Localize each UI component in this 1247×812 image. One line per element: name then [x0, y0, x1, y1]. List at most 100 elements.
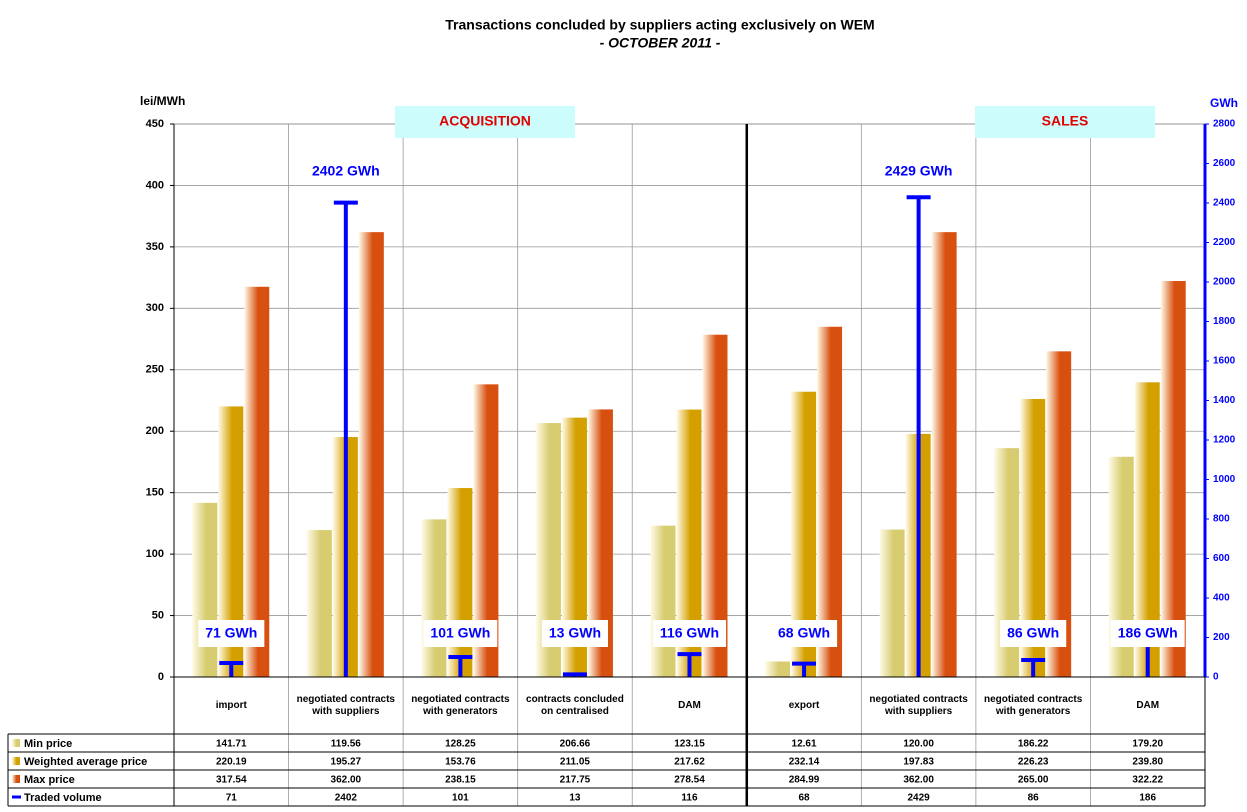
y2-tick-label: 2600	[1213, 158, 1236, 169]
volume-label: 2402 GWh	[312, 163, 380, 179]
legend-label: Min price	[24, 738, 72, 750]
y2-tick-label: 1800	[1213, 316, 1236, 327]
y-tick-label: 150	[146, 487, 164, 499]
table-cell: 265.00	[1018, 775, 1049, 786]
legend-swatch	[12, 739, 20, 747]
volume-marker	[1021, 658, 1046, 677]
table-cell: 186	[1139, 793, 1156, 804]
table-cell: 239.80	[1132, 757, 1163, 768]
y-tick-label: 450	[146, 118, 164, 130]
table-cell: 71	[226, 793, 238, 804]
table-cell: 322.22	[1132, 775, 1163, 786]
volume-label-box	[1110, 620, 1185, 647]
table-cell: 68	[798, 793, 810, 804]
bar	[358, 232, 384, 678]
category-label: export	[788, 699, 820, 711]
legend-label: Traded volume	[24, 792, 102, 804]
y2-tick-label: 1600	[1213, 356, 1236, 367]
chart-subtitle: - OCTOBER 2011 -	[600, 35, 721, 51]
table-cell: 362.00	[903, 775, 934, 786]
legend-label: Max price	[24, 774, 75, 786]
legend-swatch	[12, 795, 21, 799]
volume-marker	[333, 200, 358, 677]
table-cell: 206.66	[560, 739, 591, 750]
table-cell: 101	[452, 793, 469, 804]
table-cell: 211.05	[560, 757, 590, 768]
legend-label: Weighted average price	[24, 756, 147, 768]
category-label: DAM	[678, 699, 701, 711]
y2-tick-label: 1200	[1213, 435, 1236, 446]
y-axis-label: lei/MWh	[140, 94, 185, 108]
table-cell: 317.54	[216, 775, 247, 786]
volume-label: 68 GWh	[778, 625, 830, 641]
table-cell: 220.19	[216, 757, 247, 768]
volume-label-box	[541, 620, 609, 647]
bar	[931, 232, 957, 678]
y2-tick-label: 800	[1213, 514, 1230, 525]
table-cell: 120.00	[903, 739, 934, 750]
y2-tick-label: 1000	[1213, 474, 1236, 485]
category-label: negotiated contracts with suppliers	[869, 693, 968, 717]
volume-marker	[219, 660, 244, 677]
y-tick-label: 50	[152, 609, 164, 621]
volume-label-box	[1000, 620, 1067, 647]
y2-tick-label: 600	[1213, 553, 1230, 564]
volume-marker	[448, 655, 473, 677]
table-cell: 128.25	[445, 739, 476, 750]
volume-label: 101 GWh	[430, 625, 490, 641]
table-cell: 195.27	[331, 757, 362, 768]
table-cell: 278.54	[674, 775, 705, 786]
annotation: SALES	[1042, 113, 1089, 129]
bar	[1160, 281, 1186, 677]
chart-title: Transactions concluded by suppliers acti…	[445, 17, 874, 33]
volume-label-box	[423, 620, 498, 647]
table-cell: 153.76	[445, 757, 476, 768]
y-tick-label: 0	[158, 671, 164, 683]
legend-swatch	[12, 775, 20, 783]
table-cell: 186.22	[1018, 739, 1049, 750]
table-cell: 179.20	[1132, 739, 1163, 750]
y-tick-label: 300	[146, 302, 164, 314]
bar	[306, 530, 332, 677]
category-label: contracts concluded on centralised	[526, 693, 624, 717]
category-label: DAM	[1136, 699, 1160, 711]
volume-label-box	[304, 158, 387, 185]
table-cell: 86	[1028, 793, 1040, 804]
y-tick-label: 200	[146, 425, 164, 437]
table-cell: 2402	[335, 793, 358, 804]
volume-label-box	[877, 158, 960, 185]
table-cell: 141.71	[216, 739, 247, 750]
table-cell: 197.83	[903, 757, 934, 768]
volume-label-box	[652, 620, 727, 647]
table-cell: 362.00	[331, 775, 362, 786]
y-tick-label: 100	[146, 548, 164, 560]
volume-marker	[906, 195, 931, 677]
y2-tick-label: 200	[1213, 632, 1230, 643]
y2-axis-label: GWh	[1210, 96, 1238, 110]
bar	[879, 529, 905, 677]
volume-marker	[792, 661, 817, 677]
table-cell: 238.15	[445, 775, 476, 786]
volume-marker	[677, 652, 702, 677]
volume-label: 71 GWh	[205, 625, 257, 641]
table-cell: 123.15	[674, 739, 705, 750]
annotation: ACQUISITION	[439, 113, 531, 129]
y2-tick-label: 2800	[1213, 119, 1236, 130]
y2-tick-label: 2200	[1213, 237, 1236, 248]
y-tick-label: 400	[146, 179, 164, 191]
category-label: negotiated contracts with generators	[983, 693, 1083, 717]
annotation-box	[975, 106, 1155, 138]
volume-label: 13 GWh	[549, 625, 601, 641]
bar	[765, 661, 791, 677]
bar	[817, 326, 843, 677]
table-cell: 284.99	[789, 775, 820, 786]
volume-label-box	[198, 620, 265, 647]
table-cell: 119.56	[331, 739, 361, 750]
y-tick-label: 350	[146, 241, 164, 253]
table-cell: 116	[681, 793, 698, 804]
volume-label: 86 GWh	[1007, 625, 1059, 641]
y2-tick-label: 400	[1213, 593, 1230, 604]
category-label: negotiated contracts with suppliers	[296, 693, 395, 717]
volume-label: 116 GWh	[660, 625, 719, 641]
